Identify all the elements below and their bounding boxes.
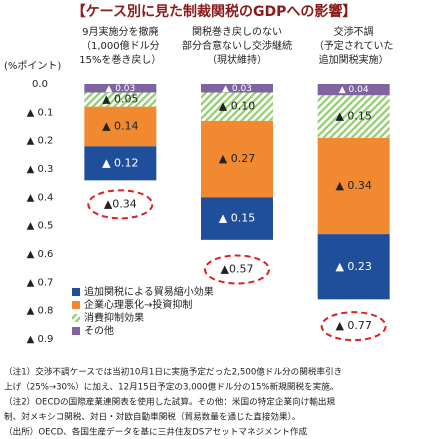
value-label: ▲ 0.15 (335, 110, 371, 123)
value-label: ▲ 0.10 (219, 100, 255, 113)
bar-segment (84, 92, 157, 107)
bar-segment (317, 234, 390, 300)
x-tick-label: 追加関税実施） (319, 53, 389, 66)
legend-swatch (72, 314, 80, 322)
total-label: ▲0.34 (104, 197, 137, 210)
value-label: ▲ 0.23 (335, 260, 371, 273)
footnote: 上げ（25%→30%）に加え、12月15日予定の3,000億ドル分の15%新規関… (4, 381, 338, 393)
footnote: （注1）交渉不調ケースでは当初10月1日に実施予定だった2,500億ドル分の関税… (4, 366, 342, 378)
x-tick-label: （予定されていた (314, 39, 394, 52)
bar-segment (84, 84, 157, 93)
legend-label: 企業心理悪化→投資抑制 (84, 298, 192, 311)
x-tick-label: （1,000億ドル分 (81, 39, 160, 52)
bar-segment (84, 146, 157, 181)
legend-label: その他 (84, 324, 114, 337)
x-tick-label: 交渉不調 (334, 25, 374, 38)
total-label: ▲ 0.77 (335, 319, 371, 332)
value-label: ▲ 0.14 (102, 120, 138, 133)
y-tick-label: ▲ 0.8 (27, 306, 54, 317)
legend-swatch (72, 288, 80, 296)
footnote: 制、対メキシコ関税、対日・対欧自動車関税（貿易数量を通じた直接効果）。 (4, 411, 300, 423)
bar-segment (84, 106, 157, 147)
x-tick-label: 15%を巻き戻し） (79, 53, 161, 66)
total-marker (204, 254, 270, 285)
y-tick-label: ▲ 0.3 (27, 164, 54, 175)
bar-segment (201, 92, 273, 121)
y-tick-label: ▲ 0.9 (27, 334, 54, 345)
legend-label: 追加関税による貿易縮小効果 (84, 285, 214, 298)
value-label: ▲ 0.27 (219, 152, 255, 165)
x-tick-label: 9月実施分を撤廃 (82, 25, 158, 38)
bar-segment (317, 95, 390, 138)
chart-title: 【ケース別に見た制裁関税のGDPへの影響】 (72, 3, 357, 20)
bar-segment (317, 137, 390, 235)
x-tick-label: 部分合意ないし交渉継続 (182, 39, 292, 52)
total-marker (87, 189, 154, 220)
value-label: ▲ 0.12 (102, 156, 138, 169)
legend-label: 消費抑制効果 (84, 311, 144, 324)
legend-swatch (72, 301, 80, 309)
bar-segment (201, 197, 273, 240)
y-tick-label: 0.0 (32, 79, 48, 90)
total-label: ▲0.57 (221, 263, 254, 276)
footnote: （出所）OECD、各国生産データを基に三井住友DSアセットマネジメント作成 (4, 426, 308, 438)
bar-segment (201, 84, 273, 93)
y-tick-label: ▲ 0.2 (27, 136, 54, 147)
y-tick-label: ▲ 0.6 (27, 249, 54, 260)
value-label: ▲ 0.34 (335, 179, 371, 192)
x-tick-label: 関税巻き戻しのない (192, 25, 282, 38)
y-tick-label: ▲ 0.1 (27, 107, 54, 118)
value-label: ▲ 0.05 (102, 93, 138, 106)
y-tick-label: ▲ 0.5 (27, 221, 54, 232)
value-label: ▲ 0.03 (105, 84, 135, 94)
y-tick-label: ▲ 0.4 (27, 192, 54, 203)
x-tick-label: （現状維持） (207, 53, 267, 66)
value-label: ▲ 0.03 (222, 84, 252, 94)
y-tick-label: ▲ 0.7 (27, 277, 54, 288)
legend-swatch (72, 327, 80, 335)
value-label: ▲ 0.15 (219, 212, 255, 225)
bar-segment (201, 120, 273, 198)
bar-segment (317, 84, 390, 96)
total-marker (320, 311, 387, 342)
value-label: ▲ 0.04 (339, 85, 369, 95)
footnote: （注2）OECDの国際産業連関表を使用した試算。その他：米国の特定企業向け輸出規 (4, 396, 335, 408)
y-axis-label: (%ポイント) (4, 60, 61, 72)
